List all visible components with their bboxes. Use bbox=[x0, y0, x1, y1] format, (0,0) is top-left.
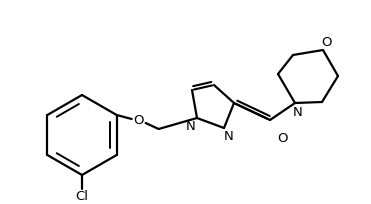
Text: Cl: Cl bbox=[76, 191, 89, 204]
Text: N: N bbox=[186, 120, 196, 133]
Text: O: O bbox=[277, 132, 287, 144]
Text: O: O bbox=[134, 114, 144, 128]
Text: N: N bbox=[224, 131, 234, 143]
Text: N: N bbox=[293, 106, 303, 120]
Text: O: O bbox=[321, 37, 331, 50]
